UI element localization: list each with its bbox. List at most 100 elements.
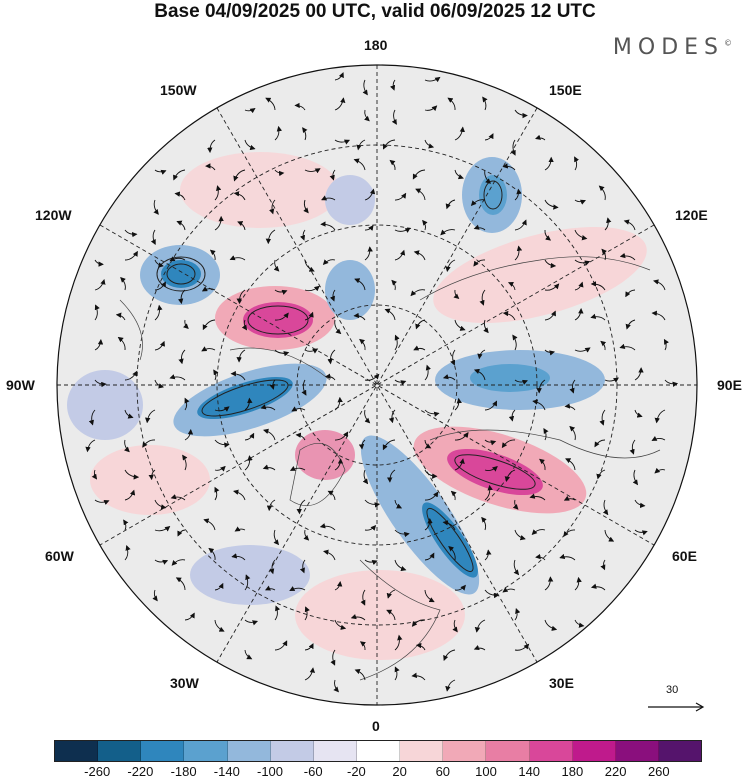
wind-vector <box>479 289 486 306</box>
wind-vector <box>124 250 138 261</box>
wind-vector <box>94 259 104 267</box>
wind-vector <box>364 559 378 566</box>
wind-vector <box>443 649 456 661</box>
wind-vector <box>391 109 397 125</box>
colorbar-tick-label: -20 <box>346 764 366 779</box>
wind-vector <box>201 346 216 352</box>
wind-vector <box>424 409 440 417</box>
wind-vector <box>334 72 344 81</box>
wind-vector <box>301 379 307 396</box>
wind-vector <box>244 455 253 471</box>
wind-vector <box>481 516 487 531</box>
wind-vector <box>124 545 131 561</box>
wind-vector <box>201 286 216 292</box>
wind-vector <box>424 139 435 149</box>
wind-vector <box>269 379 276 390</box>
wind-vector <box>214 619 225 632</box>
wind-vector <box>274 125 283 141</box>
wind-vector <box>334 97 346 111</box>
wind-vector <box>304 168 321 174</box>
colorbar-tick-label: -260 <box>84 764 111 779</box>
wind-vector <box>452 619 458 633</box>
anomaly-low-scandinavia-core <box>422 502 478 578</box>
colorbar-tick-label: -220 <box>127 764 154 779</box>
wind-vector <box>296 499 306 515</box>
wind-vector <box>184 612 195 621</box>
wind-vector <box>574 619 585 628</box>
lon-label-90e: 90E <box>717 377 742 393</box>
wind-vector <box>629 439 636 455</box>
wind-vector <box>535 134 546 141</box>
wind-vector <box>244 649 253 660</box>
wind-vector <box>94 279 106 291</box>
reference-vector-arrow <box>648 702 705 712</box>
wind-vector <box>209 249 216 261</box>
wind-vector <box>154 340 165 351</box>
wind-vector <box>171 559 186 566</box>
colorbar-tick-label: -180 <box>170 764 197 779</box>
wind-vector <box>117 336 126 351</box>
wind-vector <box>454 432 469 441</box>
wind-vector <box>470 199 486 207</box>
wind-vector <box>266 499 276 512</box>
wind-vector <box>175 577 186 591</box>
wind-vector <box>353 158 366 171</box>
wind-vector <box>124 409 134 419</box>
wind-vector <box>544 283 560 291</box>
colorbar-cell <box>400 741 444 761</box>
wind-vector <box>563 529 576 537</box>
wind-vector <box>94 379 107 388</box>
modes-logo: MODES© <box>613 35 732 60</box>
lon-label-150e: 150E <box>549 82 582 98</box>
wind-vector <box>484 400 498 411</box>
wind-vector <box>424 439 432 449</box>
colorbar-cell <box>313 741 357 761</box>
wind-vector <box>474 619 486 633</box>
wind-vector <box>329 169 336 181</box>
wind-vector <box>415 642 426 651</box>
wind-vector <box>169 374 186 381</box>
wind-vector <box>388 409 396 424</box>
wind-vector <box>274 169 285 177</box>
wind-vector <box>389 159 396 171</box>
wind-vector <box>154 379 165 389</box>
wind-vector <box>265 97 276 111</box>
wind-vector <box>364 224 374 231</box>
wind-vector <box>440 229 456 236</box>
wind-vector <box>333 679 339 693</box>
wind-vector <box>142 439 156 448</box>
wind-vector <box>120 276 126 291</box>
wind-vector <box>362 469 369 485</box>
wind-vector <box>544 576 554 591</box>
lon-label-30e: 30E <box>549 675 574 691</box>
wind-vector <box>154 525 171 532</box>
wind-vector <box>387 469 396 483</box>
wind-vector <box>619 252 636 261</box>
wind-vector <box>154 169 167 175</box>
wind-vector <box>543 428 549 441</box>
wind-vector <box>413 345 426 351</box>
wind-vector <box>569 425 576 441</box>
colorbar <box>54 740 702 762</box>
wind-vector <box>664 379 679 387</box>
wind-vector <box>514 379 528 385</box>
lon-label-180: 180 <box>364 37 388 53</box>
lon-label-120e: 120E <box>675 207 708 223</box>
wind-vector <box>382 439 396 451</box>
wind-vector <box>514 643 530 651</box>
lon-label-60e: 60E <box>672 548 697 564</box>
wind-vector <box>237 221 246 231</box>
wind-vector <box>442 520 456 531</box>
map-border <box>56 64 698 706</box>
wind-vector <box>236 349 246 363</box>
wind-vector <box>424 76 441 83</box>
wind-vector <box>123 519 129 531</box>
wind-vector <box>173 169 186 181</box>
wind-vector <box>94 339 104 351</box>
colorbar-cell <box>141 741 185 761</box>
colorbar-tick-label: 180 <box>561 764 584 779</box>
wind-vector <box>598 185 606 201</box>
wind-vector <box>269 559 276 575</box>
wind-vector <box>304 606 310 621</box>
wind-vector <box>153 199 159 215</box>
